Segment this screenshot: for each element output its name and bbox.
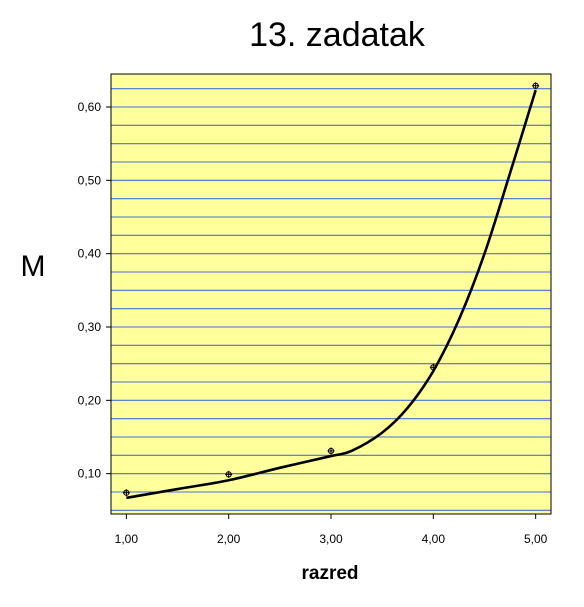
x-tick-label: 5,00 <box>524 532 548 546</box>
x-tick-label: 2,00 <box>217 532 241 546</box>
y-tick-label: 0,40 <box>78 247 102 261</box>
x-tick-label: 3,00 <box>319 532 343 546</box>
fit-curve <box>126 89 537 500</box>
y-tick-label: 0,60 <box>78 100 102 114</box>
x-axis-label: razred <box>301 563 358 584</box>
data-point-marker <box>532 82 540 90</box>
plot-area <box>111 74 551 514</box>
data-point-marker <box>327 447 335 455</box>
y-tick-label: 0,30 <box>78 320 102 334</box>
y-tick-label: 0,10 <box>78 467 102 481</box>
data-point-marker <box>122 489 130 497</box>
data-point-marker <box>429 363 437 371</box>
x-tick-label: 1,00 <box>115 532 139 546</box>
grid-lines <box>111 88 551 511</box>
y-tick-label: 0,50 <box>78 173 102 187</box>
chart-title: 13. zadatak <box>249 16 426 54</box>
data-point-marker <box>225 470 233 478</box>
y-axis-label: M <box>21 250 46 283</box>
y-tick-label: 0,20 <box>78 393 102 407</box>
fit-curve-layer <box>126 89 537 500</box>
axes: 0,10 0,20 0,30 0,40 0,50 0,60 1,00 2,00 3,00 4,00… <box>78 73 552 546</box>
data-points <box>122 82 540 497</box>
x-tick-label: 4,00 <box>422 532 446 546</box>
